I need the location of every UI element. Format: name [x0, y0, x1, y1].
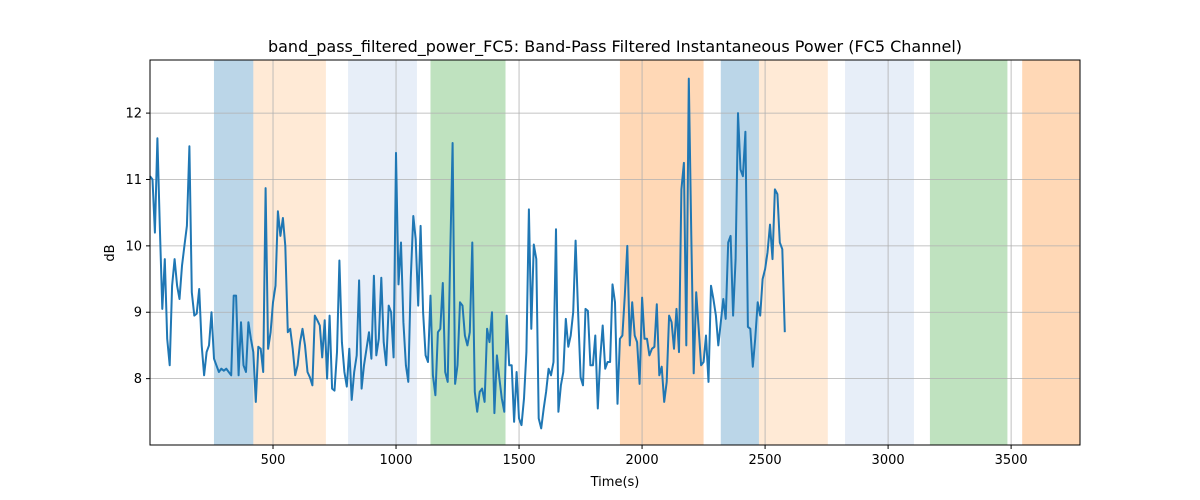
y-tick-label: 12: [125, 107, 142, 122]
y-tick-label: 10: [125, 239, 142, 254]
band-9: [929, 60, 1008, 445]
band-1: [213, 60, 254, 445]
series-line-layer: [149, 77, 786, 430]
x-tick-label: 1500: [503, 453, 536, 468]
x-tick-label: 2000: [626, 453, 659, 468]
x-tick-label: 3000: [872, 453, 905, 468]
band-6: [720, 60, 759, 445]
band-7: [758, 60, 828, 445]
series-line: [149, 77, 786, 430]
y-axis-ticks: 8 9 10 11 12: [125, 107, 150, 387]
y-axis-label: dB: [103, 244, 118, 261]
x-tick-label: 3500: [995, 453, 1028, 468]
y-tick-label: 9: [134, 306, 142, 321]
x-axis-label: Time(s): [590, 475, 640, 490]
shaded-bands: [213, 60, 1080, 445]
band-3: [348, 60, 417, 445]
band-10: [1022, 60, 1080, 445]
y-tick-label: 11: [125, 173, 142, 188]
x-tick-label: 2500: [749, 453, 782, 468]
plot-frame: [149, 59, 1081, 446]
x-tick-label: 1000: [379, 453, 412, 468]
x-axis-ticks: 500 1000 1500 2000 2500 3000 3500: [261, 445, 1028, 468]
y-tick-label: 8: [134, 372, 142, 387]
x-tick-label: 500: [261, 453, 286, 468]
band-8: [845, 60, 914, 445]
chart-title: band_pass_filtered_power_FC5: Band-Pass …: [268, 37, 962, 57]
